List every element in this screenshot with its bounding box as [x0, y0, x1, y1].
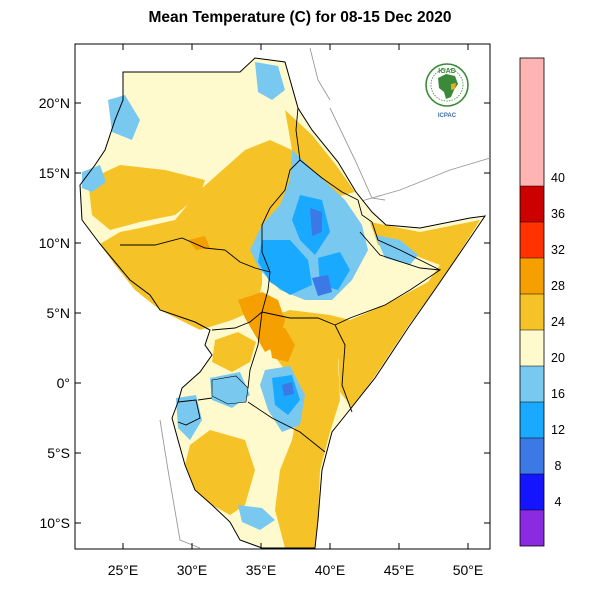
zone-12-16-ethiopia-north — [292, 195, 330, 255]
colorbar-label-32: 32 — [551, 243, 565, 257]
zone-8-12-ethiopia-north — [310, 208, 322, 236]
border-south-sudan-uganda — [211, 311, 263, 331]
colorbar-label-40: 40 — [551, 171, 565, 185]
outside-border-congo — [159, 419, 201, 549]
lat-label-15n: 15°N — [39, 165, 70, 181]
colorbar-swatch-20-24 — [520, 330, 544, 366]
zone-24-28-uganda — [212, 332, 256, 372]
border-eritrea-ethiopia — [299, 159, 359, 201]
colorbar-label-24: 24 — [551, 315, 565, 329]
colorbar-label-16: 16 — [551, 387, 565, 401]
lake-victoria — [211, 375, 249, 405]
colorbar-swatch-32-36 — [520, 222, 544, 258]
colorbar-swatch-28-32 — [520, 258, 544, 294]
colorbar-swatch-gt40 — [520, 58, 544, 186]
colorbar-swatch-8-12 — [520, 438, 544, 474]
lat-label-5n: 5°N — [47, 305, 71, 321]
lon-label-30e: 30°E — [177, 562, 208, 578]
border-sudan-ethiopia — [261, 159, 301, 273]
logo-bottom-text: ICPAC — [438, 113, 457, 119]
zone-24-28-darfur — [88, 165, 205, 230]
colorbar: 4 8 12 16 20 24 28 32 36 40 — [519, 57, 565, 547]
region-outline — [79, 57, 487, 549]
outside-border-arabia-coast — [329, 107, 386, 201]
border-kenya-tanzania — [247, 401, 326, 453]
colorbar-label-28: 28 — [551, 279, 565, 293]
lat-label-5s: 5°S — [47, 445, 70, 461]
logo-top-text: IGAD — [438, 68, 456, 75]
colorbar-swatch-24-28 — [520, 294, 544, 330]
colorbar-label-4: 4 — [555, 495, 562, 509]
lat-ticks — [75, 102, 490, 524]
outside-border-egypt — [309, 47, 331, 101]
border-ethiopia-djibouti — [357, 199, 373, 223]
horn-of-africa-icon — [451, 83, 456, 90]
colorbar-swatch-lt4 — [520, 510, 544, 546]
lon-label-50e: 50°E — [453, 562, 484, 578]
zone-16-20-north-sudan — [108, 95, 140, 140]
zone-16-20-nw-sudan — [82, 165, 106, 192]
lon-label-25e: 25°E — [108, 562, 139, 578]
lat-label-20n: 20°N — [39, 95, 70, 111]
colorbar-label-12: 12 — [551, 423, 565, 437]
lon-ticks — [122, 44, 469, 549]
logo-inner-ring — [430, 68, 464, 102]
lat-label-0: 0° — [57, 375, 70, 391]
lon-label-35e: 35°E — [246, 562, 277, 578]
colorbar-swatch-4-8 — [520, 474, 544, 510]
border-south-sudan-ethiopia — [261, 271, 271, 313]
page-title: Mean Temperature (C) for 08-15 Dec 2020 — [148, 9, 452, 26]
lat-label-10s: 10°S — [39, 515, 70, 531]
border-uganda-tanzania — [197, 397, 213, 401]
border-somaliland — [371, 221, 441, 271]
zone-8-12-bale — [312, 275, 332, 296]
igad-logo: IGAD ICPAC — [425, 63, 469, 119]
zone-8-12-mt-kenya — [282, 382, 294, 396]
zone-16-20-tanzania-south — [238, 505, 275, 530]
africa-icon — [438, 74, 458, 99]
lat-label-10n: 10°N — [39, 235, 70, 251]
colorbar-label-20: 20 — [551, 351, 565, 365]
outside-border-arabia — [357, 157, 490, 203]
colorbar-swatch-36-40 — [520, 186, 544, 222]
zone-28-32-nile-valley — [188, 236, 210, 250]
zone-28-32-lake-turkana — [268, 328, 295, 362]
lon-label-45e: 45°E — [384, 562, 415, 578]
border-sudan-eritrea — [295, 107, 301, 161]
colorbar-label-8: 8 — [555, 459, 562, 473]
country-borders — [120, 107, 442, 453]
border-sudan-south-sudan — [120, 237, 271, 273]
zone-24-28-tanzania-west — [185, 430, 255, 515]
lon-label-40e: 40°E — [315, 562, 346, 578]
zone-16-20-rwanda — [176, 395, 202, 440]
zone-24-28-kenya — [262, 310, 350, 548]
zone-24-28-somalia — [338, 220, 480, 408]
zone-12-16-ethiopia-central — [258, 240, 312, 295]
colorbar-label-36: 36 — [551, 207, 565, 221]
colorbar-frame — [519, 57, 545, 547]
border-kenya-somalia — [334, 324, 353, 413]
border-ethiopia-kenya — [261, 311, 336, 326]
border-rwanda-burundi — [177, 399, 201, 426]
border-ethiopia-somalia — [334, 231, 442, 326]
colorbar-swatch-12-16 — [520, 402, 544, 438]
colorbar-dividers — [520, 185, 544, 511]
zone-16-20-somali-plateau — [375, 235, 418, 265]
zone-24-28-south-sudan — [100, 140, 292, 330]
zone-16-20-red-sea-hills — [255, 62, 285, 100]
border-uganda-kenya — [247, 311, 263, 389]
colorbar-swatch-16-20 — [520, 366, 544, 402]
